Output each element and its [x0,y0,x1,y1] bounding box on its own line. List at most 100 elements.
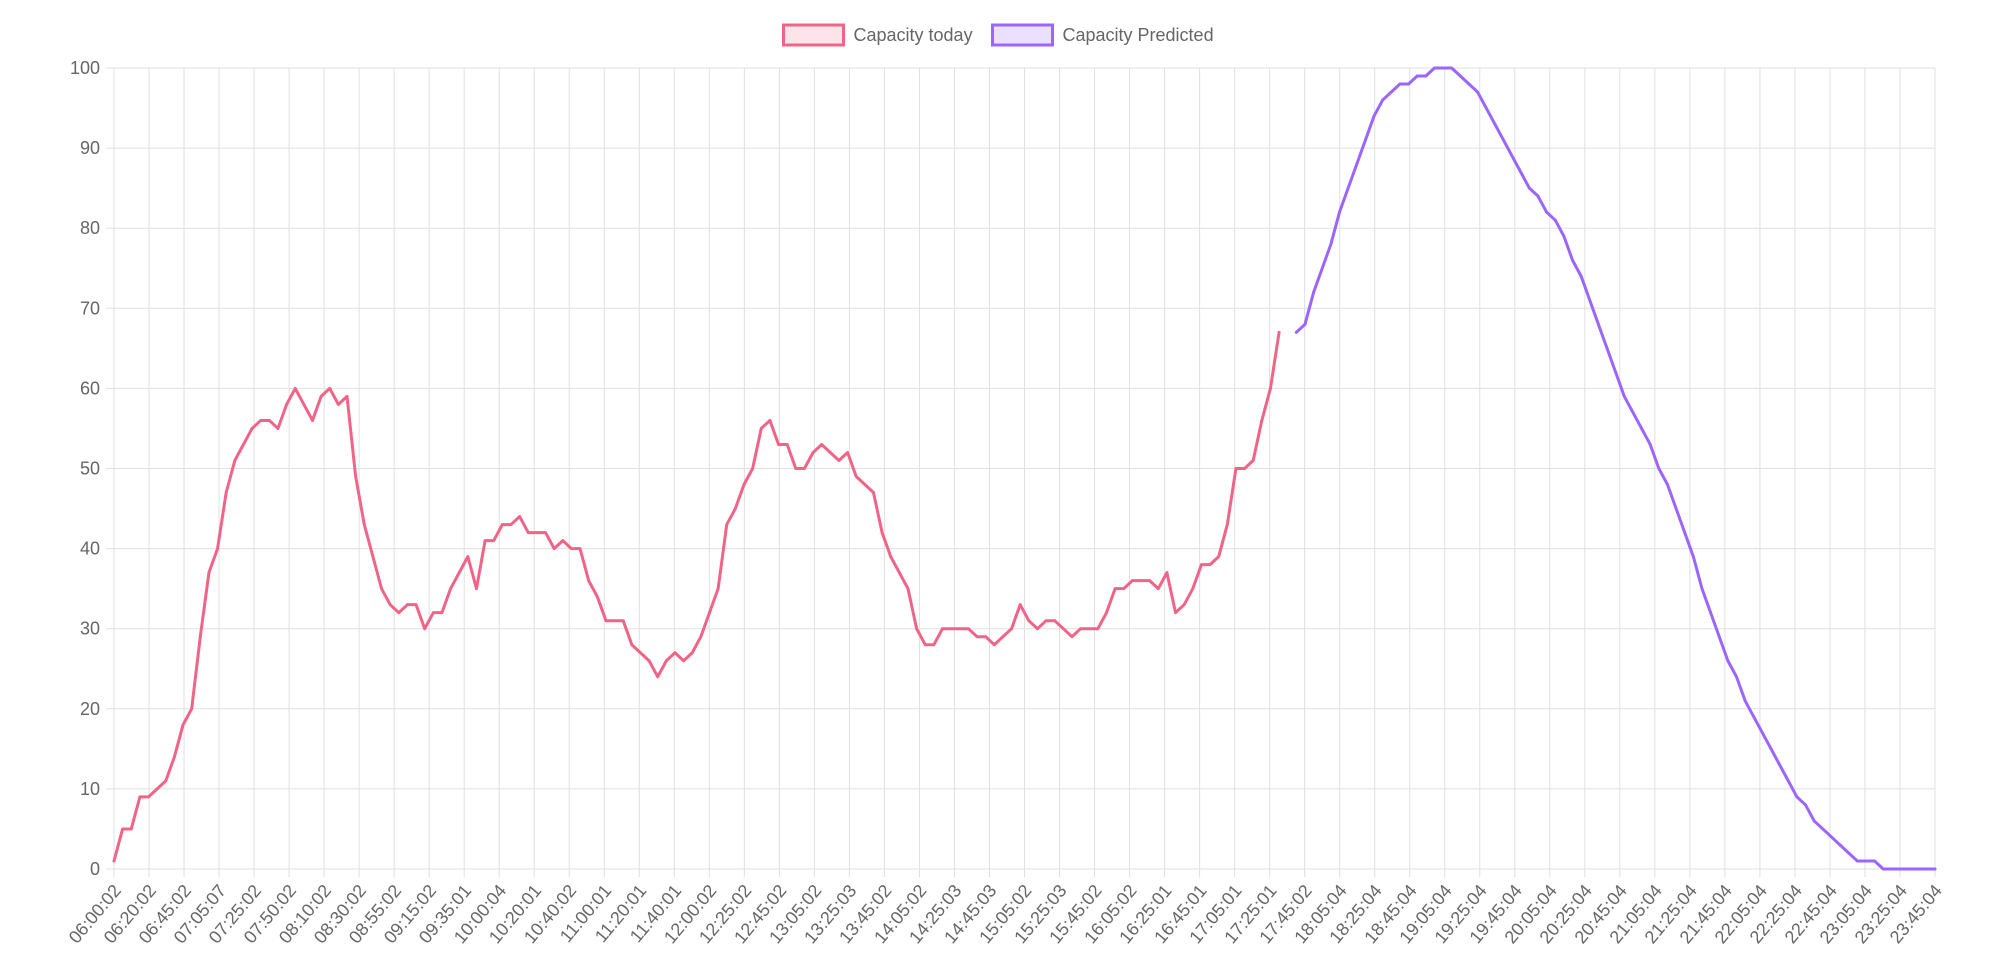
data-point [1700,587,1704,591]
data-point [1018,603,1022,607]
data-point [1467,82,1471,86]
legend-item-capacity-today[interactable]: Capacity today [782,23,973,47]
data-point [1778,763,1782,767]
data-point [1726,659,1730,663]
data-point [690,651,694,655]
data-point [198,635,202,639]
data-point [552,547,556,550]
data-point [1847,851,1851,855]
data-point [742,483,746,486]
data-point [1182,603,1186,607]
data-point [1907,867,1911,871]
data-point [1424,74,1428,78]
data-point [544,531,547,534]
data-point [673,651,677,655]
data-point [1320,266,1324,270]
data-point [699,635,703,639]
data-point [682,659,686,663]
data-point [475,587,478,591]
data-point [1225,523,1229,526]
data-point [630,643,634,647]
series-points [1294,66,1937,871]
data-point [1010,627,1013,631]
series-points [112,330,1281,863]
data-point [1527,186,1531,190]
data-point [1864,859,1868,863]
legend-swatch [782,23,845,47]
data-point [1096,627,1100,631]
data-point [967,627,970,631]
data-point [276,427,280,430]
data-point [1743,699,1747,703]
data-point [1450,66,1454,70]
data-point [984,635,988,639]
y-tick-label: 20 [80,699,100,719]
data-point [1329,242,1333,246]
data-point [1174,611,1177,615]
data-point [449,587,452,591]
data-point [725,523,729,526]
data-point [1346,186,1350,190]
data-point [302,403,306,406]
y-tick-label: 100 [70,58,100,78]
data-point [457,571,461,575]
data-point [785,443,789,446]
data-point [1484,106,1488,110]
grid-lines [106,67,1936,877]
data-point [1122,587,1126,591]
data-point [1061,627,1065,631]
data-point [1165,571,1169,575]
data-point [1709,611,1713,615]
data-point [1148,579,1152,583]
data-point [1363,138,1367,142]
data-point [1027,619,1031,623]
data-point [1105,611,1108,615]
data-point [1614,370,1618,374]
data-point [906,587,910,591]
data-point [1398,82,1402,86]
data-point [923,643,927,647]
data-point [751,467,755,470]
data-point [794,467,798,470]
data-point [1510,154,1514,158]
data-point [1156,587,1160,591]
data-point [1389,90,1393,94]
data-point [656,675,660,679]
data-point [1476,90,1479,94]
data-point [880,531,884,534]
data-point [311,419,314,422]
data-point [708,611,711,615]
data-point [1312,290,1316,294]
data-point [1881,867,1885,871]
data-point [483,539,487,542]
data-point [509,523,513,526]
data-point [975,635,979,639]
axes: 010203040506070809010006:00:0206:20:0206… [65,58,1946,947]
data-point [1372,114,1376,118]
legend-item-capacity-predicted[interactable]: Capacity Predicted [991,23,1214,47]
data-point [1717,635,1721,639]
data-point [1139,579,1143,583]
data-point [293,387,297,390]
data-point [1735,675,1738,679]
data-point [1217,555,1221,559]
data-point [1812,819,1816,823]
data-point [216,547,219,550]
data-point [1924,867,1928,871]
data-point [1381,98,1385,102]
data-point [1545,210,1549,214]
data-point [1933,867,1937,871]
data-point [414,603,418,607]
legend[interactable]: Capacity today Capacity Predicted [782,23,1214,47]
data-point [155,787,159,791]
y-tick-label: 10 [80,779,100,799]
data-point [466,555,470,559]
data-point [1683,531,1687,534]
data-point [1640,427,1643,430]
data-point [578,547,582,550]
data-point [889,555,893,559]
y-tick-label: 30 [80,619,100,639]
data-point [664,659,668,663]
